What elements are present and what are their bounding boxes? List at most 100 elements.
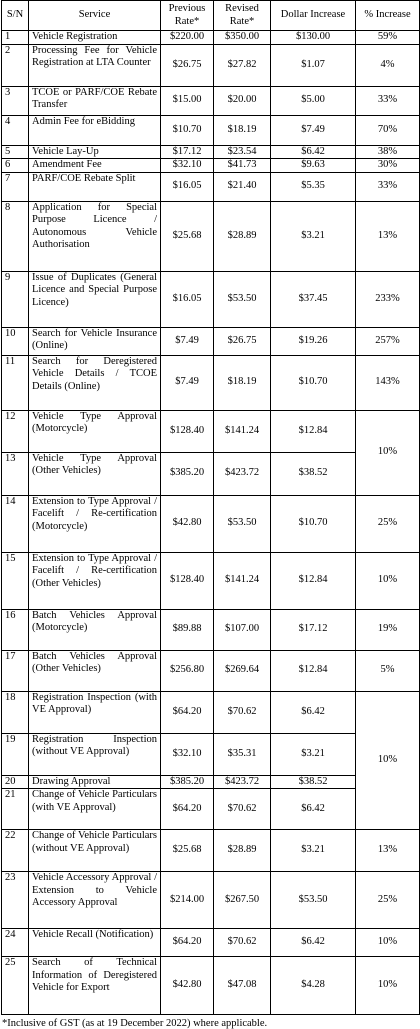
service-cell: Search for Deregistered Vehicle Details … bbox=[28, 354, 161, 411]
revised-rate-cell: $269.64 bbox=[213, 649, 271, 692]
header-cell: Previous Rate* bbox=[160, 0, 214, 31]
percent-increase-cell: 10% bbox=[355, 928, 420, 957]
service-cell: Issue of Duplicates (General Licence and… bbox=[28, 270, 161, 328]
dollar-increase-cell: $10.70 bbox=[270, 494, 356, 553]
footnote: *Inclusive of GST (as at 19 December 202… bbox=[2, 1018, 268, 1029]
dollar-increase-cell: $17.12 bbox=[270, 608, 356, 651]
percent-increase-cell: 10% bbox=[355, 551, 420, 610]
revised-rate-cell: $26.75 bbox=[213, 326, 271, 356]
revised-rate-cell: $267.50 bbox=[213, 871, 271, 929]
dollar-increase-cell: $9.63 bbox=[270, 158, 356, 173]
sn-cell: 14 bbox=[1, 494, 29, 553]
service-cell: Search for Vehicle Insurance (Online) bbox=[28, 326, 161, 356]
sn-cell: 22 bbox=[1, 829, 29, 872]
service-cell: Vehicle Type Approval (Motorcycle) bbox=[28, 409, 161, 453]
dollar-increase-cell: $12.84 bbox=[270, 649, 356, 692]
sn-cell: 8 bbox=[1, 200, 29, 272]
service-cell: Search of Technical Information of Dereg… bbox=[28, 956, 161, 1015]
service-cell: TCOE or PARF/COE Rebate Transfer bbox=[28, 85, 161, 116]
table-row: 19 Registration Inspection (without VE Ap… bbox=[1, 732, 420, 776]
dollar-increase-cell: $3.21 bbox=[270, 829, 356, 872]
dollar-increase-cell: $5.35 bbox=[270, 171, 356, 202]
revised-rate-cell: $35.31 bbox=[213, 732, 271, 776]
header-cell: % Increase bbox=[355, 0, 420, 31]
previous-rate-cell: $42.80 bbox=[160, 956, 214, 1015]
dollar-increase-cell: $38.52 bbox=[270, 451, 356, 496]
table-row: 5 Vehicle Lay-Up $17.12 $23.54 $6.42 38% bbox=[1, 144, 420, 159]
percent-increase-cell: 33% bbox=[355, 85, 420, 116]
service-cell: PARF/COE Rebate Split bbox=[28, 171, 161, 202]
dollar-increase-cell: $6.42 bbox=[270, 690, 356, 734]
revised-rate-cell: $423.72 bbox=[213, 451, 271, 496]
table-row: 17 Batch Vehicles Approval (Other Vehicle… bbox=[1, 649, 420, 692]
percent-increase-cell: 13% bbox=[355, 829, 420, 872]
percent-increase-cell: 25% bbox=[355, 871, 420, 929]
header-row: S/N Service Previous Rate* Revised Rate* Dol… bbox=[1, 0, 420, 31]
previous-rate-cell: $25.68 bbox=[160, 200, 214, 272]
table-row: 25 Search of Technical Information of Der… bbox=[1, 956, 420, 1015]
service-cell: Vehicle Registration bbox=[28, 30, 161, 45]
previous-rate-cell: $214.00 bbox=[160, 871, 214, 929]
percent-increase-cell: 10% bbox=[355, 956, 420, 1015]
previous-rate-cell: $16.05 bbox=[160, 171, 214, 202]
table-row: 1 Vehicle Registration $220.00 $350.00 $130.… bbox=[1, 30, 420, 45]
sn-cell: 7 bbox=[1, 171, 29, 202]
previous-rate-cell: $17.12 bbox=[160, 144, 214, 159]
percent-increase-cell: 5% bbox=[355, 649, 420, 692]
dollar-increase-cell: $4.28 bbox=[270, 956, 356, 1015]
table-row: 16 Batch Vehicles Approval (Motorcycle) $8… bbox=[1, 608, 420, 651]
revised-rate-cell: $23.54 bbox=[213, 144, 271, 159]
dollar-increase-cell: $7.49 bbox=[270, 114, 356, 146]
revised-rate-cell: $20.00 bbox=[213, 85, 271, 116]
percent-increase-cell: 10% bbox=[355, 690, 420, 830]
previous-rate-cell: $32.10 bbox=[160, 158, 214, 173]
service-cell: Admin Fee for eBidding bbox=[28, 114, 161, 146]
dollar-increase-cell: $12.84 bbox=[270, 409, 356, 453]
service-cell: Vehicle Type Approval (Other Vehicles) bbox=[28, 451, 161, 496]
dollar-increase-cell: $5.00 bbox=[270, 85, 356, 116]
sn-cell: 12 bbox=[1, 409, 29, 453]
previous-rate-cell: $89.88 bbox=[160, 608, 214, 651]
percent-increase-cell: 59% bbox=[355, 30, 420, 45]
service-cell: Vehicle Recall (Notification) bbox=[28, 928, 161, 957]
dollar-increase-cell: $10.70 bbox=[270, 354, 356, 411]
table-row: 12 Vehicle Type Approval (Motorcycle) $128… bbox=[1, 409, 420, 496]
table-row: 3 TCOE or PARF/COE Rebate Transfer $15.00 $… bbox=[1, 85, 420, 116]
dollar-increase-cell: $130.00 bbox=[270, 30, 356, 45]
service-cell: Batch Vehicles Approval (Other Vehicles) bbox=[28, 649, 161, 692]
sn-cell: 10 bbox=[1, 326, 29, 356]
table-row: 18 Registration Inspection (with VE Appro… bbox=[1, 690, 420, 830]
header-cell: Revised Rate* bbox=[213, 0, 271, 31]
service-cell: Change of Vehicle Particulars (with VE A… bbox=[28, 788, 161, 830]
service-cell: Processing Fee for Vehicle Registration … bbox=[28, 43, 161, 87]
dollar-increase-cell: $3.21 bbox=[270, 200, 356, 272]
table-row: 20 Drawing Approval $385.20 $423.72 $38.52 bbox=[1, 774, 420, 789]
revised-rate-cell: $28.89 bbox=[213, 200, 271, 272]
dollar-increase-cell: $1.07 bbox=[270, 43, 356, 87]
percent-increase-cell: 257% bbox=[355, 326, 420, 356]
service-cell: Application for Special Purpose Licence … bbox=[28, 200, 161, 272]
table-row: 22 Change of Vehicle Particulars (without… bbox=[1, 829, 420, 872]
dollar-increase-cell: $53.50 bbox=[270, 871, 356, 929]
percent-increase-cell: 10% bbox=[355, 409, 420, 496]
table-row: 7 PARF/COE Rebate Split $16.05 $21.40 $5.35 3… bbox=[1, 171, 420, 202]
sn-cell: 4 bbox=[1, 114, 29, 146]
revised-rate-cell: $107.00 bbox=[213, 608, 271, 651]
table-row: 13 Vehicle Type Approval (Other Vehicles)… bbox=[1, 451, 420, 496]
sn-cell: 20 bbox=[1, 774, 29, 789]
percent-increase-cell: 19% bbox=[355, 608, 420, 651]
previous-rate-cell: $7.49 bbox=[160, 354, 214, 411]
service-cell: Change of Vehicle Particulars (without V… bbox=[28, 829, 161, 872]
previous-rate-cell: $385.20 bbox=[160, 451, 214, 496]
percent-increase-cell: 4% bbox=[355, 43, 420, 87]
percent-increase-cell: 38% bbox=[355, 144, 420, 159]
previous-rate-cell: $64.20 bbox=[160, 690, 214, 734]
revised-rate-cell: $27.82 bbox=[213, 43, 271, 87]
revised-rate-cell: $47.08 bbox=[213, 956, 271, 1015]
revised-rate-cell: $70.62 bbox=[213, 928, 271, 957]
revised-rate-cell: $18.19 bbox=[213, 114, 271, 146]
service-cell: Extension to Type Approval / Facelift / … bbox=[28, 494, 161, 553]
table-row: 24 Vehicle Recall (Notification) $64.20 $70… bbox=[1, 928, 420, 957]
